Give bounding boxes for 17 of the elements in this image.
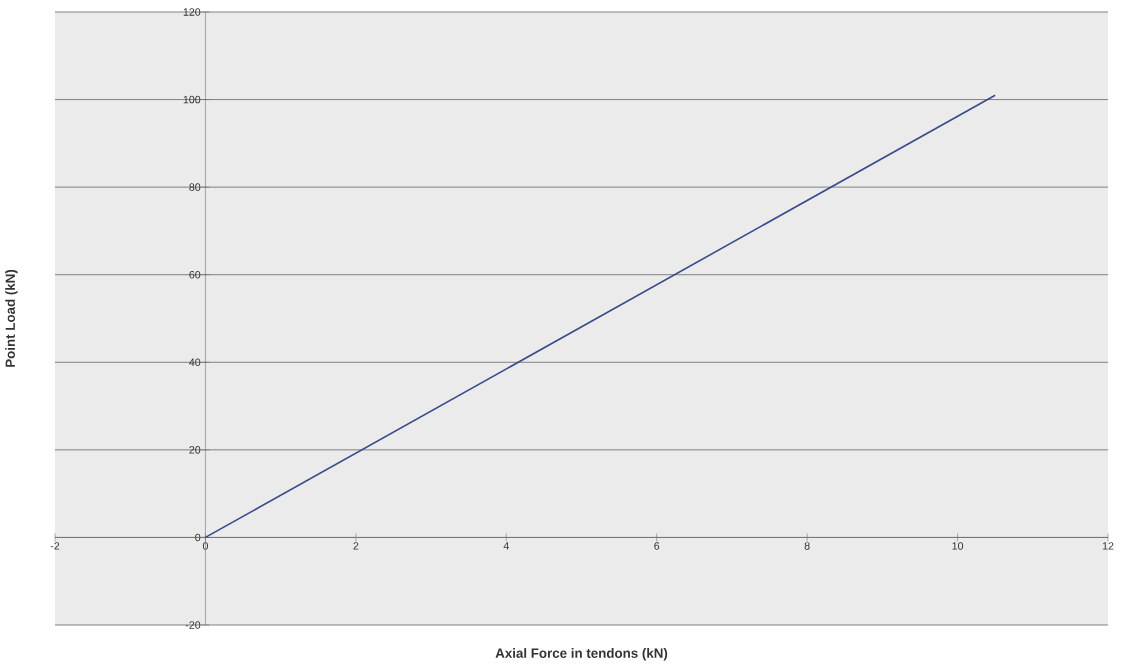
x-tick-label: 6 <box>654 542 660 550</box>
x-tick-label: 4 <box>503 542 509 550</box>
x-tick-label: -2 <box>50 542 60 550</box>
x-tick-label: 2 <box>353 542 359 550</box>
y-tick-label: 40 <box>189 358 201 367</box>
x-axis-title: Axial Force in tendons (kN) <box>495 648 668 661</box>
y-tick-label: -20 <box>185 621 201 629</box>
x-tick-label: 10 <box>952 542 964 550</box>
y-tick-label: 80 <box>189 183 201 191</box>
x-tick-label: 0 <box>202 542 208 550</box>
y-tick-label: 20 <box>189 446 201 454</box>
y-tick-label: 100 <box>183 95 201 104</box>
y-axis-title: Point Load (kN) <box>5 269 18 367</box>
y-tick-label: 120 <box>183 8 201 16</box>
x-tick-label: 12 <box>1102 542 1114 550</box>
y-tick-label: 60 <box>189 270 201 279</box>
x-tick-label: 8 <box>804 542 810 550</box>
